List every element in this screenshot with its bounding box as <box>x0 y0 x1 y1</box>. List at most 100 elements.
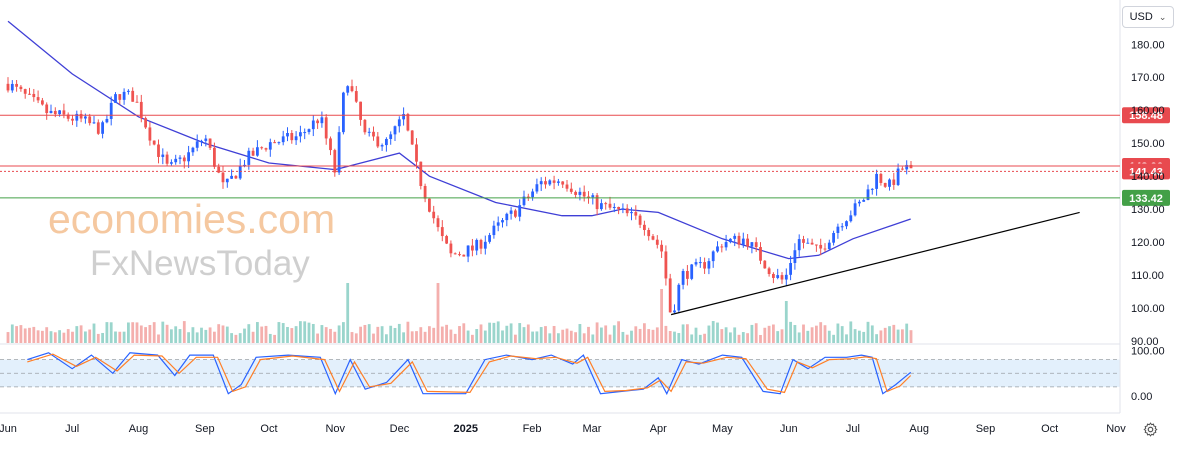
volume-bar <box>410 331 414 343</box>
candle-body <box>535 184 539 192</box>
volume-bar <box>643 323 646 343</box>
candle-body <box>281 136 285 143</box>
candle-body <box>836 226 840 234</box>
volume-bar <box>234 334 238 343</box>
volume-bar <box>492 322 496 343</box>
candle-body <box>664 251 668 279</box>
volume-bar <box>148 325 152 343</box>
candle-body <box>286 132 289 137</box>
volume-bar <box>853 329 857 343</box>
candle-body <box>647 230 651 237</box>
candle-body <box>148 127 152 141</box>
candle-body <box>694 262 698 265</box>
candle-body <box>883 182 887 187</box>
volume-bar <box>574 332 577 343</box>
candle-body <box>827 242 831 250</box>
volume-bar <box>655 327 659 343</box>
candle-body <box>750 242 754 247</box>
candle-body <box>690 264 694 279</box>
volume-bar <box>225 326 229 343</box>
currency-selector[interactable]: USD ⌄ <box>1122 6 1174 28</box>
candle-body <box>505 213 509 221</box>
candle-body <box>578 191 582 195</box>
volume-bar <box>49 331 53 343</box>
volume-bar <box>591 334 595 343</box>
candle-body <box>333 150 337 173</box>
volume-bar <box>419 327 423 343</box>
candle-body <box>875 173 878 189</box>
candle-body <box>514 210 517 217</box>
volume-bar <box>582 333 586 343</box>
gear-icon <box>1142 421 1158 437</box>
level-label: 133.42 <box>1129 193 1163 205</box>
candle-body <box>492 225 496 236</box>
candle-body <box>724 242 728 248</box>
candle-body <box>526 196 530 198</box>
volume-bar <box>135 322 139 343</box>
volume-bar <box>845 334 848 343</box>
candle-body <box>200 140 203 142</box>
volume-bar <box>479 324 483 343</box>
candle-body <box>221 172 225 183</box>
volume-bar <box>453 333 457 343</box>
volume-bar <box>797 332 801 343</box>
volume-bar <box>810 327 814 343</box>
candle-body <box>75 113 79 121</box>
candle-body <box>187 152 190 162</box>
candle-body <box>784 274 788 280</box>
candle-body <box>53 110 57 115</box>
volume-bar <box>440 326 444 343</box>
time-tick-label: Sep <box>195 423 215 435</box>
candle-body <box>587 196 590 198</box>
volume-bar <box>501 330 504 343</box>
candle-body <box>901 168 904 170</box>
volume-bar <box>750 324 754 343</box>
volume-bar <box>449 329 453 343</box>
candle-body <box>681 271 685 285</box>
volume-bar <box>329 328 332 343</box>
volume-bar <box>174 326 178 343</box>
candle-body <box>84 116 87 119</box>
watermark-economies: economies.com <box>48 196 336 242</box>
volume-bar <box>53 332 57 343</box>
volume-bar <box>213 331 216 343</box>
volume-bar <box>496 321 500 343</box>
candle-body <box>182 157 186 162</box>
candle-body <box>114 94 117 103</box>
volume-bar <box>531 331 534 343</box>
candle-body <box>582 191 586 197</box>
candle-body <box>260 147 264 149</box>
volume-bar <box>471 334 474 343</box>
candle-body <box>329 138 332 151</box>
volume-bar <box>221 325 225 343</box>
candle-body <box>789 263 792 275</box>
candle-body <box>170 162 173 164</box>
candle-body <box>346 86 350 93</box>
volume-bar <box>264 325 268 343</box>
volume-bar <box>423 331 427 343</box>
candle-body <box>41 100 44 105</box>
price-tick-label: 180.00 <box>1131 39 1165 51</box>
price-tick-label: 160.00 <box>1131 105 1165 117</box>
volume-bar <box>686 324 689 343</box>
candle-body <box>165 154 169 164</box>
candle-body <box>393 126 397 135</box>
volume-bar <box>161 321 165 343</box>
candle-body <box>238 165 242 179</box>
volume-bar <box>741 332 745 343</box>
stoch-d-line <box>27 353 912 394</box>
settings-button[interactable] <box>1140 419 1160 439</box>
candle-body <box>668 278 672 313</box>
price-tick-label: 90.00 <box>1131 336 1159 348</box>
candle-body <box>66 114 70 119</box>
volume-bar <box>849 321 853 343</box>
candle-body <box>673 310 676 313</box>
volume-bar <box>883 327 887 343</box>
volume-bar <box>299 321 302 343</box>
volume-bar <box>694 327 698 343</box>
level-label-bg <box>1122 107 1170 124</box>
candle-body <box>595 195 599 210</box>
candle-body <box>350 86 354 92</box>
candle-body <box>122 91 126 100</box>
